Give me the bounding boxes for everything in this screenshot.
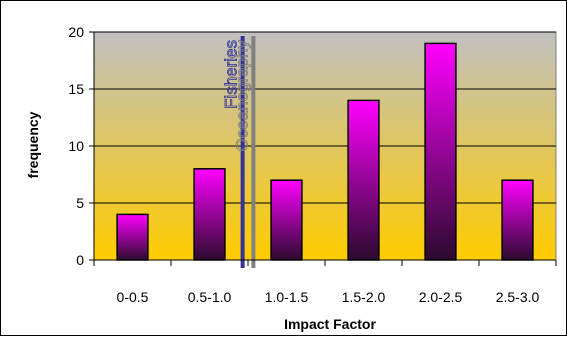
y-tick-label: 10 xyxy=(68,138,84,154)
x-tick-label: 2.0-2.5 xyxy=(419,289,463,305)
x-tick-label: 0.5-1.0 xyxy=(188,289,232,305)
bar-0-0.5 xyxy=(116,213,149,261)
bar-2.0-2.5 xyxy=(424,42,457,261)
x-tick-label: 1.0-1.5 xyxy=(265,289,309,305)
bars xyxy=(116,42,534,261)
annotation-label-oceanography: Oceanography xyxy=(232,40,251,152)
x-axis-title: Impact Factor xyxy=(284,316,376,332)
y-tick-label: 20 xyxy=(68,24,84,40)
gridlines xyxy=(94,31,556,204)
y-tick-label: 15 xyxy=(68,81,84,97)
y-axis-title: frequency xyxy=(25,111,41,178)
bar-1.5-2.0 xyxy=(347,99,380,261)
annotation-label-fisheries: Fisheries xyxy=(222,40,241,109)
y-tick-label: 0 xyxy=(76,252,84,268)
bar-0.5-1.0 xyxy=(193,168,226,261)
bar-2.5-3.0 xyxy=(501,179,534,261)
x-tick-label: 1.5-2.0 xyxy=(342,289,386,305)
x-tick-label: 0-0.5 xyxy=(117,289,149,305)
axes: 0 5 10 15 20 0-0.5 0.5-1.0 1.0-1.5 1.5-2.0 2.0-2.… xyxy=(68,24,557,305)
bar-1.0-1.5 xyxy=(270,179,303,261)
y-tick-label: 5 xyxy=(76,195,84,211)
x-tick-label: 2.5-3.0 xyxy=(496,289,540,305)
